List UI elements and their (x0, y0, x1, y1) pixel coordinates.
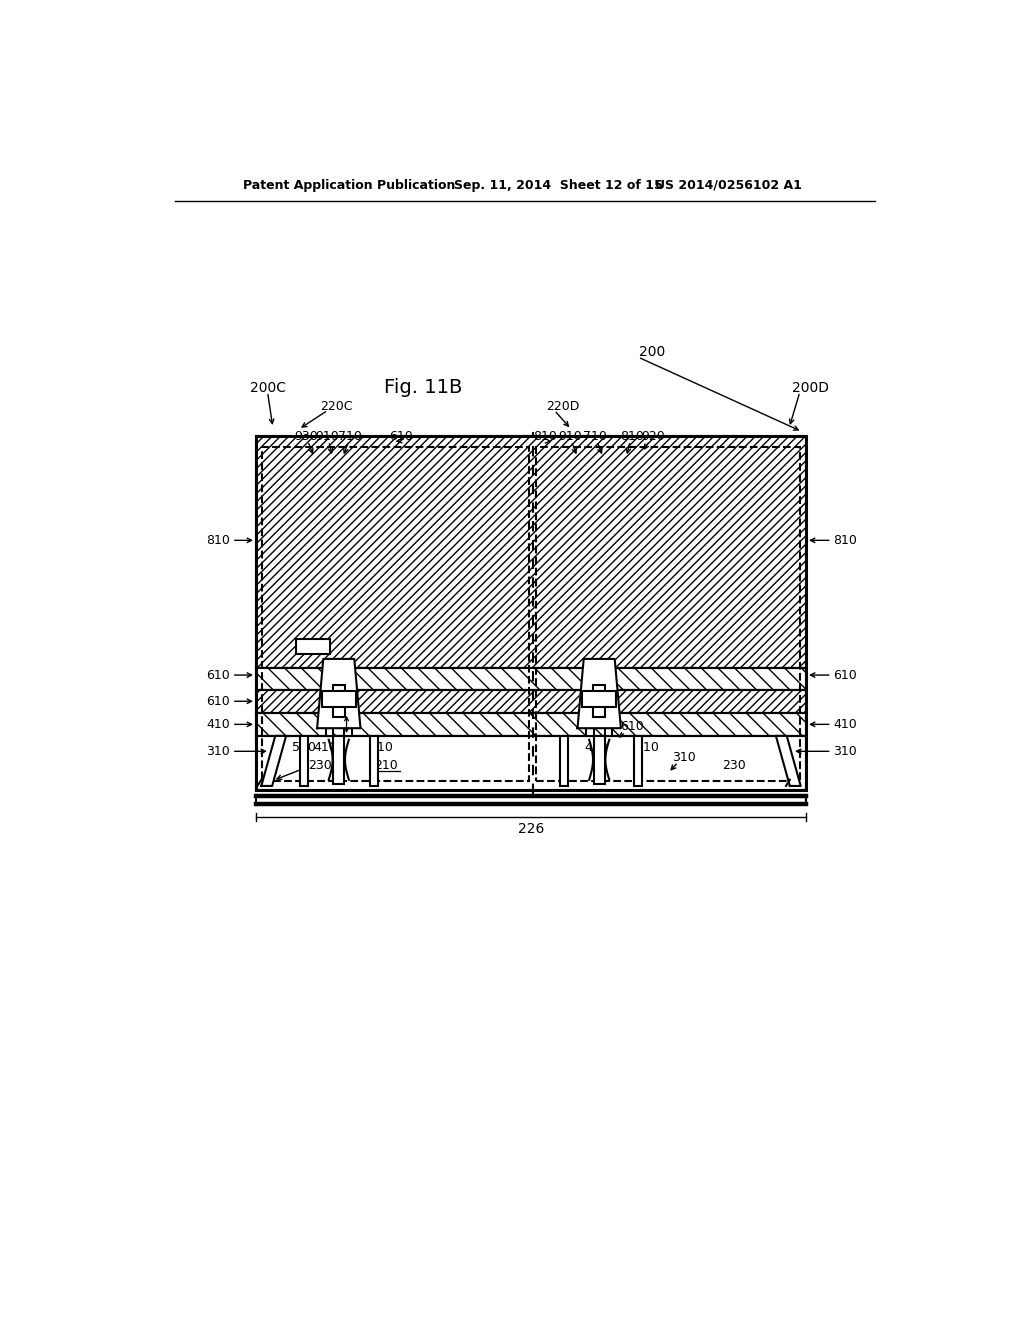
Text: 310: 310 (672, 751, 695, 764)
Text: 810: 810 (302, 640, 325, 653)
Bar (256, 436, 806, 789)
Text: 810: 810 (834, 533, 857, 546)
Bar (537, 447, 800, 780)
Text: 226: 226 (518, 822, 544, 836)
Text: 710: 710 (584, 430, 607, 444)
Text: 930: 930 (294, 430, 318, 444)
Bar (583, 692, 616, 706)
Bar (634, 737, 642, 785)
Text: 410: 410 (207, 718, 230, 731)
Text: 610: 610 (389, 430, 413, 444)
Bar (296, 639, 331, 655)
Polygon shape (776, 737, 801, 785)
Polygon shape (317, 659, 360, 729)
Text: 210: 210 (588, 693, 610, 705)
Bar (333, 685, 345, 718)
Text: 230: 230 (722, 759, 746, 772)
Text: US 2014/0256102 A1: US 2014/0256102 A1 (655, 178, 802, 191)
Text: 610: 610 (207, 694, 230, 708)
Bar (322, 692, 356, 706)
Text: 210: 210 (328, 693, 350, 705)
Bar (256, 668, 806, 689)
Text: 510: 510 (370, 741, 393, 754)
Text: 910: 910 (315, 430, 339, 444)
Text: 610: 610 (207, 668, 230, 681)
Bar (262, 447, 528, 780)
Bar (344, 729, 352, 737)
Text: 410: 410 (585, 741, 608, 754)
Bar (256, 689, 806, 713)
Text: 220D: 220D (547, 400, 580, 413)
Text: Fig. 11B: Fig. 11B (384, 379, 462, 397)
Bar (594, 737, 604, 784)
Text: 220C: 220C (321, 400, 352, 413)
Text: 810: 810 (534, 430, 557, 444)
Text: 410: 410 (313, 741, 337, 754)
Bar (604, 729, 612, 737)
Text: 810: 810 (620, 430, 644, 444)
Bar (370, 737, 378, 785)
Text: 910: 910 (558, 430, 582, 444)
Bar (586, 729, 594, 737)
Bar (593, 685, 605, 718)
Text: 210: 210 (375, 759, 398, 772)
Bar (326, 729, 334, 737)
Text: 810: 810 (207, 533, 230, 546)
Text: 230: 230 (308, 759, 333, 772)
Text: Patent Application Publication: Patent Application Publication (243, 178, 455, 191)
Text: 920: 920 (642, 430, 666, 444)
Bar (334, 737, 344, 784)
Text: 310: 310 (834, 744, 857, 758)
Bar (256, 737, 806, 789)
Text: 510: 510 (635, 741, 659, 754)
Bar (560, 737, 568, 785)
Bar (256, 713, 806, 737)
Text: 610: 610 (620, 721, 644, 733)
Text: Sep. 11, 2014  Sheet 12 of 15: Sep. 11, 2014 Sheet 12 of 15 (454, 178, 663, 191)
Text: 610: 610 (834, 668, 857, 681)
Text: 710: 710 (339, 430, 362, 444)
Polygon shape (261, 737, 286, 785)
Text: h: h (351, 719, 357, 730)
Text: 310: 310 (207, 744, 230, 758)
Bar (300, 737, 308, 785)
Text: 510: 510 (292, 741, 315, 754)
Text: 200: 200 (640, 346, 666, 359)
Text: 200D: 200D (793, 381, 829, 395)
Bar (256, 436, 806, 668)
Text: 200C: 200C (250, 381, 286, 395)
Polygon shape (578, 659, 621, 729)
Text: 410: 410 (834, 718, 857, 731)
